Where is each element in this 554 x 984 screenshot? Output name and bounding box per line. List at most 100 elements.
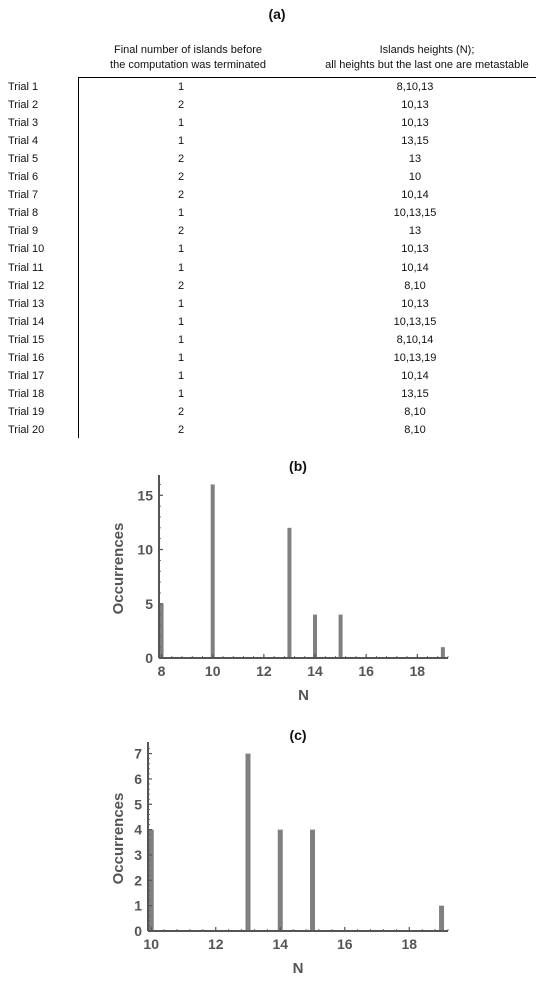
table-row: Trial 18 1 13,15: [0, 385, 554, 403]
final-islands-cell: 1: [177, 351, 185, 364]
heights-cell: 10,13: [401, 243, 429, 256]
trial-label: Trial 4: [8, 135, 39, 148]
x-tick-label: 8: [158, 663, 166, 679]
x-tick-label: 18: [402, 936, 418, 952]
table-row: Trial 3 1 10,13: [0, 114, 554, 132]
x-tick-label: 12: [208, 936, 224, 952]
final-islands-cell: 1: [177, 387, 185, 400]
x-axis-label: N: [293, 960, 304, 977]
final-islands-cell: 1: [177, 135, 185, 148]
heights-cell: 13,15: [401, 135, 429, 148]
table-row: Trial 11 1 10,14: [0, 259, 554, 277]
final-islands-cell: 2: [177, 171, 185, 184]
chart-title: (c): [289, 727, 306, 743]
heights-cell: 10,14: [401, 369, 429, 382]
bar: [277, 829, 283, 931]
heights-cell: 10,13: [401, 297, 429, 310]
table-row: Trial 12 2 8,10: [0, 277, 554, 295]
trial-label: Trial 12: [8, 279, 45, 292]
final-islands-cell: 1: [177, 243, 185, 256]
x-tick-label: 16: [358, 663, 374, 679]
trial-label: Trial 16: [8, 351, 45, 364]
final-islands-cell: 2: [177, 423, 185, 436]
x-tick-label: 10: [205, 663, 221, 679]
y-axis-label: Occurrences: [110, 523, 127, 615]
heights-cell: 10,13: [401, 117, 429, 130]
trial-label: Trial 7: [8, 189, 39, 202]
y-tick-label: 10: [137, 542, 153, 558]
heights-cell: 8,10: [404, 423, 426, 436]
bar: [338, 614, 343, 658]
x-tick-label: 14: [272, 936, 288, 952]
table-row: Trial 10 1 10,13: [0, 240, 554, 258]
bar: [439, 905, 445, 931]
y-tick-label: 5: [134, 796, 142, 812]
trial-label: Trial 18: [8, 387, 45, 400]
y-tick-label: 1: [134, 898, 142, 914]
table-row: Trial 2 2 10,13: [0, 96, 554, 114]
heights-cell: 10,13: [401, 99, 429, 112]
trial-label: Trial 6: [8, 171, 39, 184]
table-row: Trial 9 2 13: [0, 222, 554, 240]
bar: [310, 829, 316, 931]
header-island-heights-line1: Islands heights (N);: [379, 44, 475, 56]
x-tick-label: 18: [410, 663, 426, 679]
trial-label: Trial 10: [8, 243, 45, 256]
final-islands-cell: 2: [177, 99, 185, 112]
trial-label: Trial 14: [8, 315, 45, 328]
chart-b: (b) 8 10 12 14 16 18 0 5 10 15 N Occurrences: [110, 458, 449, 704]
x-axis-label: N: [298, 687, 309, 704]
x-tick-label: 10: [143, 936, 159, 952]
final-islands-cell: 1: [177, 369, 185, 382]
x-tick-label: 16: [337, 936, 353, 952]
header-island-heights-line2: all heights but the last one are metasta…: [325, 59, 529, 71]
table-row: Trial 6 2 10: [0, 168, 554, 186]
bar: [440, 647, 445, 658]
table-row: Trial 7 2 10,14: [0, 186, 554, 204]
table-row: Trial 20 2 8,10: [0, 421, 554, 439]
trial-label: Trial 17: [8, 369, 45, 382]
y-tick-label: 7: [134, 746, 142, 762]
heights-cell: 8,10,14: [396, 333, 434, 346]
header-final-islands-line1: Final number of islands before: [114, 44, 262, 56]
table-row: Trial 16 1 10,13,19: [0, 349, 554, 367]
header-island-heights: Islands heights (N); all heights but the…: [282, 43, 554, 73]
heights-cell: 13,15: [401, 387, 429, 400]
y-tick-label: 15: [137, 487, 153, 503]
heights-cell: 13: [408, 225, 422, 238]
table-row: Trial 19 2 8,10: [0, 403, 554, 421]
trial-label: Trial 13: [8, 297, 45, 310]
table-header-rule: [78, 77, 536, 78]
trial-label: Trial 20: [8, 423, 45, 436]
y-tick-label: 0: [145, 650, 153, 666]
bar: [287, 527, 292, 658]
final-islands-cell: 1: [177, 261, 185, 274]
y-tick-label: 0: [134, 923, 142, 939]
trial-label: Trial 8: [8, 207, 39, 220]
final-islands-cell: 2: [177, 279, 185, 292]
y-tick-label: 2: [134, 872, 142, 888]
trial-label: Trial 19: [8, 405, 45, 418]
trial-label: Trial 9: [8, 225, 39, 238]
heights-cell: 10,13,15: [393, 207, 437, 220]
trial-label: Trial 5: [8, 153, 39, 166]
header-final-islands: Final number of islands before the compu…: [78, 43, 298, 73]
trial-label: Trial 15: [8, 333, 45, 346]
final-islands-cell: 1: [177, 207, 185, 220]
table-row: Trial 17 1 10,14: [0, 367, 554, 385]
final-islands-cell: 1: [177, 297, 185, 310]
final-islands-cell: 2: [177, 405, 185, 418]
trial-label: Trial 11: [8, 261, 44, 274]
trial-label: Trial 2: [8, 99, 39, 112]
y-tick-label: 3: [134, 847, 142, 863]
final-islands-cell: 1: [177, 333, 185, 346]
table-row: Trial 5 2 13: [0, 150, 554, 168]
table-row: Trial 4 1 13,15: [0, 132, 554, 150]
final-islands-cell: 2: [177, 225, 185, 238]
trial-label: Trial 1: [8, 81, 39, 93]
final-islands-cell: 2: [177, 189, 185, 202]
heights-cell: 10: [408, 171, 422, 184]
table-row: Trial 8 1 10,13,15: [0, 204, 554, 222]
y-tick-label: 5: [145, 596, 153, 612]
